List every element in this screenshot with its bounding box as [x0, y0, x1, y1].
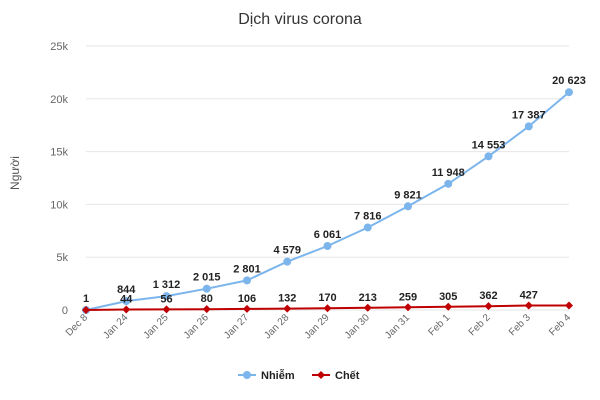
chart-title: Dịch virus corona	[238, 11, 362, 28]
data-label: 80	[201, 293, 213, 305]
data-point	[202, 305, 211, 314]
data-label: 2 801	[233, 263, 261, 275]
data-point	[162, 305, 171, 314]
data-point	[524, 301, 533, 310]
data-label: 362	[479, 290, 497, 302]
data-point	[283, 304, 292, 313]
data-point	[243, 304, 251, 313]
data-label: 4 579	[273, 245, 301, 257]
y-tick-label: 10k	[50, 199, 68, 211]
data-label: 106	[238, 293, 256, 305]
y-tick-label: 5k	[56, 252, 68, 264]
data-point	[363, 303, 372, 312]
y-axis-ticks: 0 5k 10k 15k 20k 25k	[50, 41, 68, 317]
x-tick-label: Feb 2	[467, 312, 493, 338]
data-point	[404, 202, 412, 211]
x-tick-label: Feb 3	[507, 312, 533, 338]
data-point	[484, 302, 493, 311]
data-point	[565, 301, 573, 310]
data-point	[524, 122, 533, 131]
data-label: 305	[439, 291, 457, 303]
x-tick-label: Jan 28	[262, 312, 291, 341]
x-tick-label: Jan 24	[101, 312, 130, 341]
data-label: 170	[318, 292, 336, 304]
data-point	[444, 179, 453, 188]
data-label: 844	[117, 284, 136, 296]
data-point	[243, 276, 251, 285]
data-point	[283, 257, 292, 266]
data-labels: 1 844 1 312 2 015 2 801 4 579 6 061 7 816 9 821 1…	[83, 75, 586, 305]
data-point	[565, 88, 573, 97]
data-label: 1	[83, 293, 89, 305]
x-tick-label: Jan 29	[303, 312, 332, 341]
legend: Nhiễm Chết	[238, 369, 360, 382]
data-label: 132	[278, 293, 296, 305]
data-point	[323, 304, 332, 313]
series-lines	[82, 88, 573, 314]
x-tick-label: Feb 4	[547, 312, 573, 338]
data-label: 14 553	[472, 139, 506, 151]
data-point	[82, 306, 90, 314]
x-axis-ticks: Dec 8 Jan 24 Jan 25 Jan 26 Jan 27 Jan 28 Jan 2…	[64, 312, 574, 341]
x-tick-label: Jan 27	[222, 312, 251, 341]
data-point	[162, 292, 171, 301]
data-label: 1 312	[153, 279, 181, 291]
y-tick-label: 15k	[50, 147, 68, 159]
legend-label: Nhiễm	[261, 369, 295, 382]
data-label: 11 948	[432, 167, 465, 179]
data-label: 9 821	[394, 189, 422, 201]
legend-label: Chết	[335, 370, 360, 382]
data-point	[484, 152, 493, 161]
y-tick-label: 20k	[50, 94, 68, 106]
x-tick-label: Jan 25	[142, 312, 171, 341]
x-tick-label: Jan 30	[343, 312, 372, 341]
data-point	[444, 302, 453, 311]
data-point	[122, 297, 131, 306]
x-tick-label: Feb 1	[427, 312, 453, 338]
data-point	[363, 223, 372, 232]
data-label: 213	[359, 292, 377, 304]
data-label: 7 816	[354, 210, 382, 222]
x-tick-label: Jan 26	[182, 312, 211, 341]
data-point	[122, 305, 131, 314]
y-tick-label: 25k	[50, 41, 68, 53]
data-point	[404, 303, 412, 312]
data-label: 20 623	[552, 75, 586, 87]
gridlines	[86, 45, 569, 311]
y-tick-label: 0	[62, 305, 68, 317]
data-label: 2 015	[193, 272, 221, 284]
x-tick-label: Jan 31	[383, 312, 412, 341]
legend-marker	[317, 371, 325, 379]
data-label: 17 387	[512, 109, 546, 121]
data-point	[323, 241, 332, 250]
data-label: 259	[399, 291, 417, 303]
data-point	[202, 284, 211, 293]
data-label: 427	[520, 289, 538, 301]
data-label: 6 061	[314, 229, 342, 241]
data-label: 44	[120, 294, 133, 306]
data-label: 56	[160, 293, 172, 305]
legend-marker	[243, 371, 251, 379]
series-line	[85, 91, 570, 311]
y-axis-label: Người	[8, 156, 22, 190]
